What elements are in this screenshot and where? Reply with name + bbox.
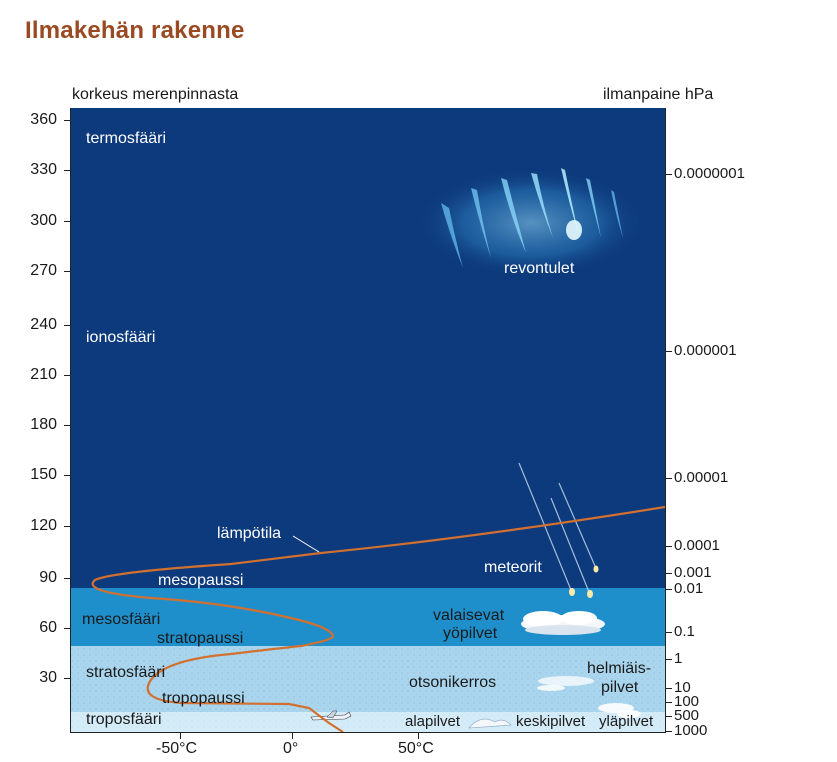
y-tick-mark: [64, 578, 70, 579]
stratopause-label: stratopaussi: [157, 630, 244, 647]
temperature-label: lämpötila: [217, 525, 282, 542]
pressure-tick-label: 0.000001: [674, 342, 737, 359]
y-tick-label: 240: [30, 316, 57, 333]
low-clouds-label: alapilvet: [405, 713, 461, 730]
y-tick-label: 90: [39, 569, 57, 586]
y-tick-mark: [64, 425, 70, 426]
left-axis-line: [70, 108, 71, 732]
y-tick-mark: [64, 526, 70, 527]
pressure-tick-mark: [666, 174, 672, 175]
pressure-tick-mark: [666, 589, 672, 590]
y-tick-label: 300: [30, 212, 57, 229]
right-axis-label: ilmanpaine hPa: [603, 86, 714, 103]
troposphere-clouds-graphic: [468, 703, 641, 729]
temperature-leader-line: [292, 535, 320, 553]
x-tick-mark: [292, 733, 293, 739]
nacreous-clouds-graphic: [537, 676, 594, 691]
aurora-graphic: [416, 168, 646, 278]
high-clouds-label: yläpilvet: [599, 713, 654, 730]
pressure-tick-label: 1: [674, 650, 683, 667]
x-tick-label: 0°: [283, 740, 299, 757]
noctilucent-label-line2: yöpilvet: [443, 625, 498, 642]
x-tick-mark: [418, 733, 419, 739]
bottom-axis-line: [70, 732, 666, 733]
nacreous-label-line2: pilvet: [601, 679, 639, 696]
y-tick-mark: [64, 475, 70, 476]
pressure-tick-mark: [666, 702, 672, 703]
y-tick-mark: [64, 325, 70, 326]
noctilucent-clouds-graphic: [521, 611, 605, 635]
x-tick-label: -50°C: [156, 740, 198, 757]
pressure-tick-label: 0.00001: [674, 469, 729, 486]
x-tick-mark: [180, 733, 181, 739]
y-tick-mark: [64, 120, 70, 121]
pressure-tick-label: 500: [674, 707, 700, 724]
y-tick-label: 360: [30, 111, 57, 128]
pressure-tick-mark: [666, 546, 672, 547]
tropopause-label: tropopaussi: [162, 690, 245, 707]
pressure-tick-mark: [666, 688, 672, 689]
pressure-tick-label: 100: [674, 693, 700, 710]
pressure-tick-label: 0.1: [674, 623, 695, 640]
pressure-tick-mark: [666, 573, 672, 574]
x-tick-label: 50°C: [398, 740, 434, 757]
y-tick-mark: [64, 170, 70, 171]
y-tick-label: 30: [39, 669, 57, 686]
nacreous-label-line1: helmiäis-: [587, 660, 652, 677]
pressure-tick-mark: [666, 351, 672, 352]
y-tick-label: 270: [30, 262, 57, 279]
pressure-tick-label: 0.0000001: [674, 165, 745, 182]
y-tick-label: 210: [30, 366, 57, 383]
y-tick-mark: [64, 271, 70, 272]
meteors-graphic: [518, 462, 599, 598]
pressure-tick-mark: [666, 731, 672, 732]
pressure-tick-mark: [666, 632, 672, 633]
troposphere-dots: [71, 712, 665, 732]
ozone-layer-label: otsonikerros: [409, 674, 497, 691]
stratosphere-label: stratosfääri: [86, 664, 166, 681]
ionosphere-label: ionosfääri: [86, 329, 156, 346]
thermosphere-label: termosfääri: [86, 130, 167, 147]
pressure-tick-label: 10: [674, 679, 691, 696]
pressure-tick-label: 0.01: [674, 580, 704, 597]
mesopause-label: mesopaussi: [158, 572, 244, 589]
meteors-label: meteorit: [484, 559, 542, 576]
mid-clouds-label: keskipilvet: [516, 713, 586, 730]
page-title: Ilmakehän rakenne: [25, 17, 245, 44]
temperature-curve: [91, 505, 665, 732]
atmosphere-diagram: [71, 108, 665, 732]
pressure-tick-mark: [666, 659, 672, 660]
y-tick-label: 330: [30, 161, 57, 178]
y-tick-mark: [64, 375, 70, 376]
y-tick-label: 150: [30, 466, 57, 483]
pressure-tick-label: 1000: [674, 722, 708, 739]
y-tick-mark: [64, 628, 70, 629]
y-tick-mark: [64, 678, 70, 679]
aurora-label: revontulet: [504, 260, 575, 277]
troposphere-label: troposfääri: [86, 711, 162, 728]
mesosphere-label: mesosfääri: [82, 611, 161, 628]
noctilucent-label-line1: valaisevat: [433, 607, 505, 624]
right-axis-line: [665, 108, 666, 732]
y-tick-label: 180: [30, 416, 57, 433]
y-tick-label: 60: [39, 619, 57, 636]
pressure-tick-label: 0.001: [674, 564, 712, 581]
y-tick-mark: [64, 221, 70, 222]
left-axis-label: korkeus merenpinnasta: [72, 86, 239, 103]
pressure-tick-mark: [666, 478, 672, 479]
pressure-tick-label: 0.0001: [674, 537, 720, 554]
pressure-tick-mark: [666, 716, 672, 717]
y-tick-label: 120: [30, 517, 57, 534]
